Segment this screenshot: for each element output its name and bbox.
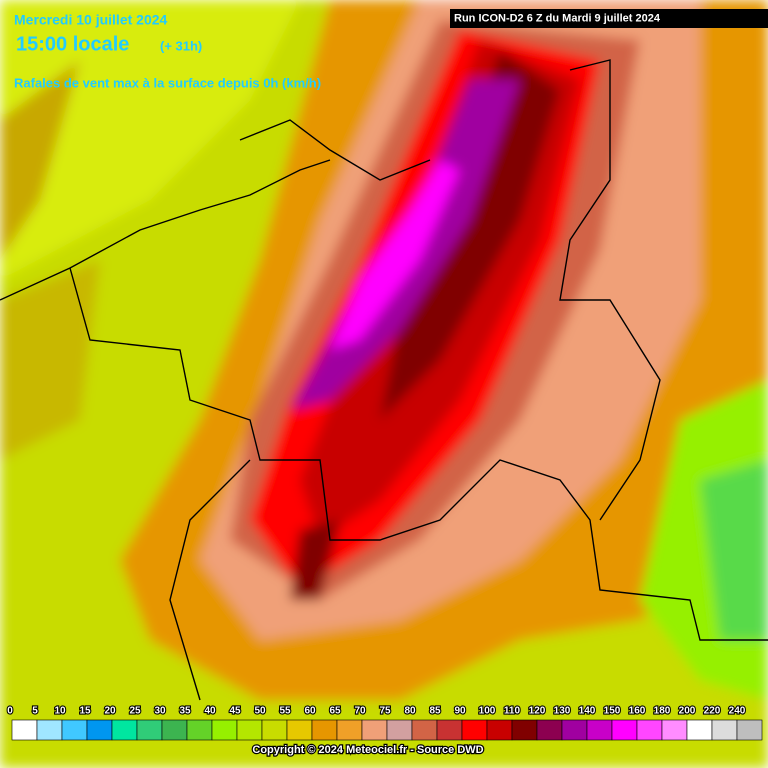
legend-swatch (211, 719, 238, 741)
legend-label: 130 (554, 706, 571, 717)
legend-swatch (486, 719, 513, 741)
legend-label: 240 (729, 706, 746, 717)
legend-label: 30 (154, 706, 166, 717)
legend-label: 15 (79, 706, 91, 717)
run-box (450, 9, 768, 28)
legend-swatch (436, 719, 463, 741)
legend-swatch (86, 719, 113, 741)
legend-label: 65 (329, 706, 341, 717)
legend-label: 150 (604, 706, 621, 717)
legend-swatch (711, 719, 738, 741)
legend-swatch (361, 719, 388, 741)
legend-swatch (411, 719, 438, 741)
legend-label: 35 (179, 706, 191, 717)
legend-label: 220 (704, 706, 721, 717)
legend-label: 25 (129, 706, 141, 717)
legend-label: 160 (629, 706, 646, 717)
subtitle: Rafales de vent max à la surface depuis … (14, 75, 321, 90)
legend-label: 70 (354, 706, 366, 717)
legend-label: 120 (529, 706, 546, 717)
legend-label: 180 (654, 706, 671, 717)
legend-label: 90 (454, 706, 466, 717)
legend-swatch (611, 719, 638, 741)
legend-swatch (161, 719, 188, 741)
legend-label: 80 (404, 706, 416, 717)
legend-swatch (186, 719, 213, 741)
legend-label: 50 (254, 706, 266, 717)
legend-swatch (111, 719, 138, 741)
legend-swatch (61, 719, 88, 741)
legend-swatch (11, 719, 38, 741)
legend-label: 5 (32, 706, 38, 717)
legend-swatch (561, 719, 588, 741)
legend-swatch (286, 719, 313, 741)
legend-label: 200 (679, 706, 696, 717)
legend-swatch (586, 719, 613, 741)
legend-label: 75 (379, 706, 391, 717)
offset: (+ 31h) (160, 38, 202, 53)
legend-swatch (261, 719, 288, 741)
legend-swatch (461, 719, 488, 741)
legend-label: 100 (479, 706, 496, 717)
run-info: Run ICON-D2 6 Z du Mardi 9 juillet 2024 (454, 12, 661, 24)
legend-label: 55 (279, 706, 291, 717)
legend: 0 5 10 15 20 25 30 35 40 45 50 55 60 65 70 75 80 85 90 100 1… (6, 705, 763, 741)
time: 15:00 locale (16, 33, 129, 55)
legend-swatch (136, 719, 163, 741)
legend-swatch (36, 719, 63, 741)
legend-swatch (636, 719, 663, 741)
legend-swatch (686, 719, 713, 741)
legend-label: 85 (429, 706, 441, 717)
legend-label: 140 (579, 706, 596, 717)
legend-swatch (311, 719, 338, 741)
legend-swatch (511, 719, 538, 741)
legend-swatch (236, 719, 263, 741)
legend-swatch (386, 719, 413, 741)
copyright: Copyright © 2024 Meteociel.fr - Source D… (252, 744, 483, 756)
legend-label: 10 (54, 706, 66, 717)
legend-label: 0 (7, 706, 13, 717)
legend-swatch (336, 719, 363, 741)
legend-swatch (736, 719, 763, 741)
legend-label: 110 (504, 706, 521, 717)
date: Mercredi 10 juillet 2024 (14, 12, 168, 28)
borders (0, 59, 768, 701)
legend-label: 40 (204, 706, 216, 717)
legend-label: 60 (304, 706, 316, 717)
legend-label: 20 (104, 706, 116, 717)
legend-label: 45 (229, 706, 241, 717)
legend-swatch (536, 719, 563, 741)
legend-swatch (661, 719, 688, 741)
